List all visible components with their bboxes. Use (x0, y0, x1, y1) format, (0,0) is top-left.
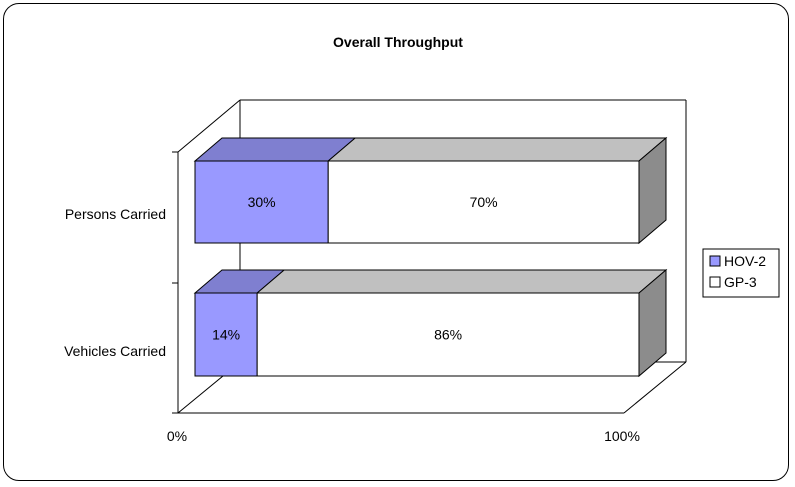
bars-group: 30% 70% 14% 86% (193, 136, 668, 378)
data-label-hov2-0: 30% (248, 194, 276, 210)
legend-label-gp3: GP-3 (724, 274, 757, 290)
category-label-vehicles: Vehicles Carried (64, 343, 166, 359)
legend-label-hov2: HOV-2 (724, 253, 766, 269)
category-label-persons: Persons Carried (65, 206, 166, 222)
data-label-gp3-1: 86% (434, 327, 462, 343)
x-tick-label-0: 0% (167, 428, 187, 444)
bar-gp3-1 (256, 292, 640, 377)
bar-hov2-1 (194, 292, 258, 377)
bar-top-gp3-1 (255, 269, 668, 294)
floor-right (623, 361, 687, 414)
chart-title: Overall Throughput (333, 34, 463, 50)
legend-swatch-gp3 (709, 276, 721, 288)
bar-hov2-0 (194, 160, 329, 244)
data-label-gp3-0: 70% (470, 194, 498, 210)
left-wall-edge-top (177, 99, 241, 153)
bar-top-hov2-0 (193, 137, 357, 162)
legend-swatch-hov2 (709, 255, 721, 267)
bar-gp3-0 (327, 160, 640, 244)
legend: HOV-2 GP-3 (702, 248, 780, 298)
bar-top-gp3-0 (326, 137, 668, 162)
data-label-hov2-1: 14% (212, 327, 240, 343)
x-tick-label-100: 100% (604, 428, 640, 444)
